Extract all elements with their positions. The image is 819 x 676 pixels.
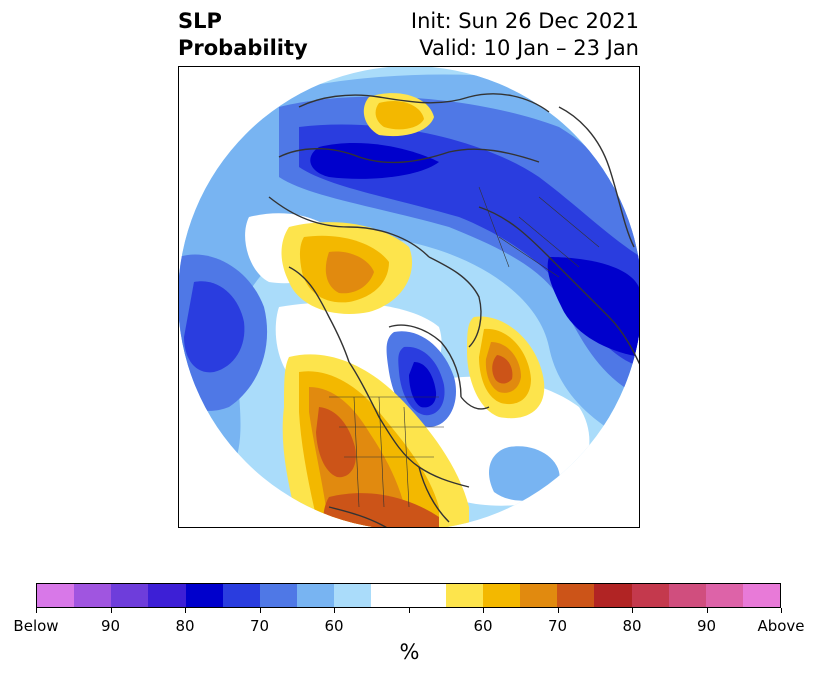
colorbar-tick <box>707 608 708 613</box>
colorbar-segment <box>74 584 112 607</box>
title-variable: SLP <box>178 9 222 33</box>
colorbar-tick <box>558 608 559 613</box>
colorbar <box>36 583 781 608</box>
colorbar-tick-label: 80 <box>622 617 642 635</box>
colorbar-tick <box>409 608 410 613</box>
colorbar-tick-label: 60 <box>473 617 493 635</box>
colorbar-tick <box>36 608 37 613</box>
valid-period: Valid: 10 Jan – 23 Jan <box>419 36 639 60</box>
colorbar-segment <box>371 584 409 607</box>
colorbar-labels: Below 90 80 70 60 60 70 80 90 Above <box>0 617 819 637</box>
colorbar-segment <box>111 584 149 607</box>
colorbar-segment <box>742 584 781 607</box>
title-product: Probability <box>178 36 308 60</box>
colorbar-tick-label: 60 <box>324 617 344 635</box>
colorbar-segment <box>705 584 743 607</box>
colorbar-segment <box>297 584 335 607</box>
map-title: SLP Probability <box>178 8 308 62</box>
colorbar-tick-label: Below <box>13 617 59 635</box>
colorbar-segment <box>185 584 223 607</box>
colorbar-tick <box>632 608 633 613</box>
coastlines <box>268 93 639 527</box>
probability-shading <box>179 67 639 527</box>
political-borders <box>329 186 600 508</box>
colorbar-segment <box>148 584 186 607</box>
probability-map <box>179 67 639 527</box>
colorbar-tick <box>781 608 782 613</box>
colorbar-tick-label: 70 <box>249 617 270 635</box>
colorbar-segment <box>37 584 75 607</box>
colorbar-segment <box>445 584 483 607</box>
map-dates: Init: Sun 26 Dec 2021 Valid: 10 Jan – 23… <box>411 8 639 62</box>
colorbar-segment <box>334 584 372 607</box>
colorbar-tick <box>334 608 335 613</box>
colorbar-tick <box>483 608 484 613</box>
colorbar-segment <box>668 584 706 607</box>
colorbar-tick-label: 80 <box>175 617 195 635</box>
colorbar-tick <box>111 608 112 613</box>
colorbar-tick-label: 70 <box>547 617 568 635</box>
colorbar-segment <box>631 584 669 607</box>
colorbar-segment <box>222 584 260 607</box>
colorbar-tick <box>185 608 186 613</box>
polar-map <box>178 66 640 528</box>
colorbar-segment <box>482 584 521 607</box>
colorbar-tick <box>260 608 261 613</box>
colorbar-segment <box>259 584 298 607</box>
init-date: Init: Sun 26 Dec 2021 <box>410 9 639 33</box>
colorbar-segment <box>594 584 632 607</box>
colorbar-tick-label: 90 <box>696 617 717 635</box>
colorbar-unit: % <box>399 640 420 664</box>
colorbar-segment <box>557 584 595 607</box>
colorbar-tick-label: Above <box>757 617 805 635</box>
colorbar-tick-label: 90 <box>100 617 121 635</box>
colorbar-segment <box>520 584 558 607</box>
colorbar-segment <box>408 584 446 607</box>
